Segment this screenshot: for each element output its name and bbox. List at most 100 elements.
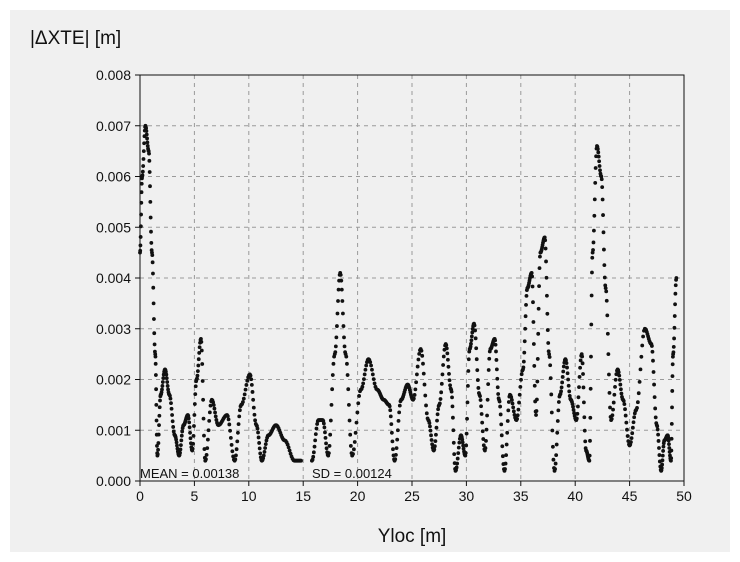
chart: |ΔXTE| [m] 0 5 10 15 20 25 30 35 40 45 50 0.000 0.00…: [30, 28, 692, 547]
data-point: [468, 344, 473, 349]
data-point: [551, 457, 556, 462]
data-point: [202, 433, 206, 438]
data-point: [560, 380, 565, 385]
data-point: [420, 353, 425, 358]
data-point: [572, 411, 577, 415]
data-point: [611, 400, 616, 405]
data-point: [424, 403, 428, 408]
data-point: [371, 377, 376, 382]
data-point: [560, 375, 565, 379]
data-point: [656, 432, 661, 437]
data-point: [554, 442, 559, 447]
data-point: [151, 285, 156, 290]
data-point: [251, 405, 256, 410]
data-point: [169, 401, 173, 405]
data-point: [600, 197, 605, 202]
data-point: [551, 444, 555, 449]
data-point: [165, 380, 170, 384]
data-point: [438, 397, 443, 401]
data-point: [263, 442, 268, 446]
data-point: [503, 461, 508, 466]
data-point: [485, 413, 489, 418]
data-point: [191, 441, 195, 446]
data-point: [155, 452, 160, 457]
data-point: [338, 273, 343, 277]
data-point: [606, 352, 611, 357]
data-point: [653, 406, 658, 411]
data-point: [544, 259, 548, 264]
data-point: [144, 129, 149, 133]
data-point: [591, 240, 596, 245]
data-point: [151, 301, 156, 306]
data-point: [147, 151, 151, 156]
data-point: [411, 396, 416, 401]
data-point: [604, 298, 609, 303]
data-point: [666, 435, 671, 440]
data-point: [474, 346, 479, 351]
data-point: [556, 400, 561, 404]
data-point: [577, 385, 581, 390]
data-point: [554, 453, 559, 458]
data-point: [669, 436, 674, 441]
data-point: [201, 397, 206, 402]
data-point: [187, 420, 192, 425]
data-point: [478, 394, 482, 398]
data-point: [549, 410, 554, 415]
data-point: [657, 453, 662, 457]
data-point: [506, 400, 511, 404]
data-point: [346, 387, 351, 392]
data-point: [505, 430, 510, 435]
data-point: [631, 420, 636, 425]
data-point: [659, 466, 664, 470]
data-point: [597, 159, 602, 164]
y-tick-label: 0.006: [96, 169, 131, 185]
data-point: [605, 331, 610, 336]
data-point: [612, 392, 617, 397]
data-point: [670, 362, 675, 367]
data-point: [236, 430, 240, 435]
data-point: [602, 263, 607, 268]
data-point: [592, 228, 596, 233]
data-point: [446, 357, 450, 362]
data-point: [357, 394, 362, 398]
data-point: [592, 213, 597, 218]
data-point: [504, 442, 509, 447]
data-point: [179, 443, 183, 447]
data-point: [241, 400, 245, 404]
data-point: [157, 423, 161, 428]
data-point: [493, 342, 498, 347]
data-point: [503, 467, 507, 471]
data-point: [619, 391, 624, 396]
data-point: [639, 354, 644, 359]
data-point: [345, 373, 350, 377]
data-point: [363, 367, 368, 372]
data-point: [147, 170, 152, 174]
data-point: [205, 437, 210, 442]
data-point: [326, 451, 331, 456]
mean-annotation: MEAN = 0.00138: [140, 466, 239, 481]
data-point: [391, 447, 395, 452]
data-point: [423, 393, 428, 398]
data-point: [455, 461, 460, 466]
data-point: [439, 381, 444, 386]
data-point: [153, 373, 158, 377]
data-point: [394, 452, 398, 457]
data-point: [241, 396, 246, 401]
data-point: [669, 456, 674, 460]
data-point: [666, 438, 671, 443]
data-point: [175, 443, 179, 448]
data-point: [163, 369, 168, 374]
data-point: [154, 418, 159, 423]
data-point: [451, 428, 456, 433]
data-point: [611, 407, 615, 412]
data-point: [650, 349, 655, 354]
data-point: [433, 439, 438, 444]
data-point: [532, 383, 537, 388]
data-point: [330, 373, 335, 377]
data-point: [414, 380, 419, 385]
data-point: [530, 284, 535, 289]
data-point: [450, 404, 455, 409]
data-point: [599, 177, 604, 182]
y-axis-title: |ΔXTE| [m]: [30, 28, 121, 49]
data-point: [519, 372, 524, 377]
